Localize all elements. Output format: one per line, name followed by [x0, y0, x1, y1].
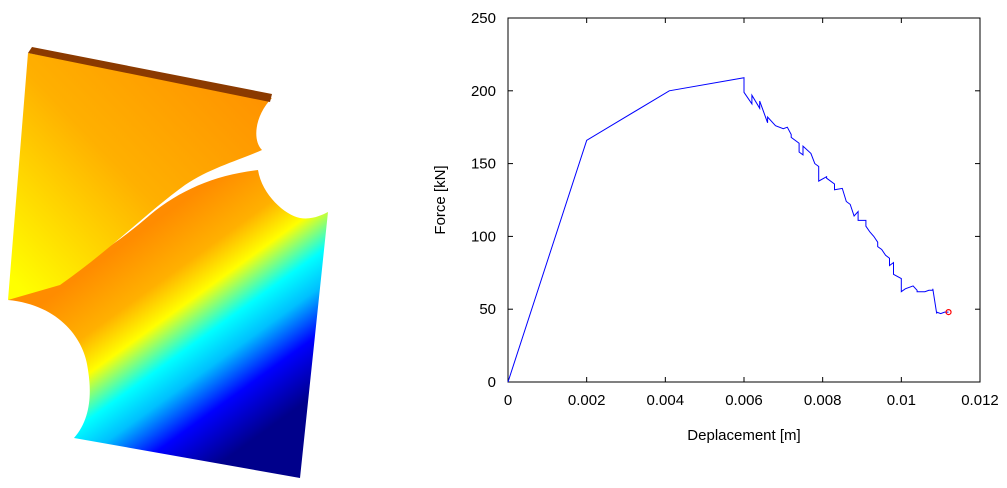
- y-tick-label: 150: [471, 156, 496, 173]
- end-point-marker: [945, 309, 952, 316]
- x-tick-label: 0.002: [568, 392, 606, 409]
- x-tick-label: 0.012: [961, 392, 999, 409]
- force-displacement-line: [507, 77, 949, 383]
- y-tick-label: 0: [488, 374, 496, 391]
- plot-frame: [507, 17, 981, 383]
- x-axis-label: Deplacement [m]: [687, 427, 800, 444]
- tick-labels: 0 0.002 0.004 0.006 0.008 0.01 0.012 0 50 100 150 2…: [471, 10, 999, 409]
- x-tick-label: 0.008: [804, 392, 842, 409]
- y-tick-label: 50: [479, 301, 496, 318]
- y-tick-label: 100: [471, 228, 496, 245]
- y-tick-label: 200: [471, 83, 496, 100]
- x-tick-label: 0.01: [887, 392, 916, 409]
- upper-specimen-part: [8, 53, 272, 300]
- axis-ticks: [507, 17, 981, 383]
- y-tick-label: 250: [471, 10, 496, 27]
- simulation-contour-plot: [0, 0, 420, 483]
- x-tick-label: 0: [504, 392, 512, 409]
- simulation-contour-svg: [8, 47, 328, 478]
- force-displacement-chart: 0 0.002 0.004 0.006 0.008 0.01 0.012 0 50 100 150 2…: [420, 0, 1007, 483]
- chart-svg: 0 0.002 0.004 0.006 0.008 0.01 0.012 0 50 100 150 2…: [432, 10, 999, 444]
- y-axis-label: Force [kN]: [432, 165, 449, 234]
- x-tick-label: 0.004: [647, 392, 685, 409]
- lower-specimen-part: [8, 170, 328, 478]
- specimen-top-edge: [28, 47, 272, 102]
- x-tick-label: 0.006: [725, 392, 763, 409]
